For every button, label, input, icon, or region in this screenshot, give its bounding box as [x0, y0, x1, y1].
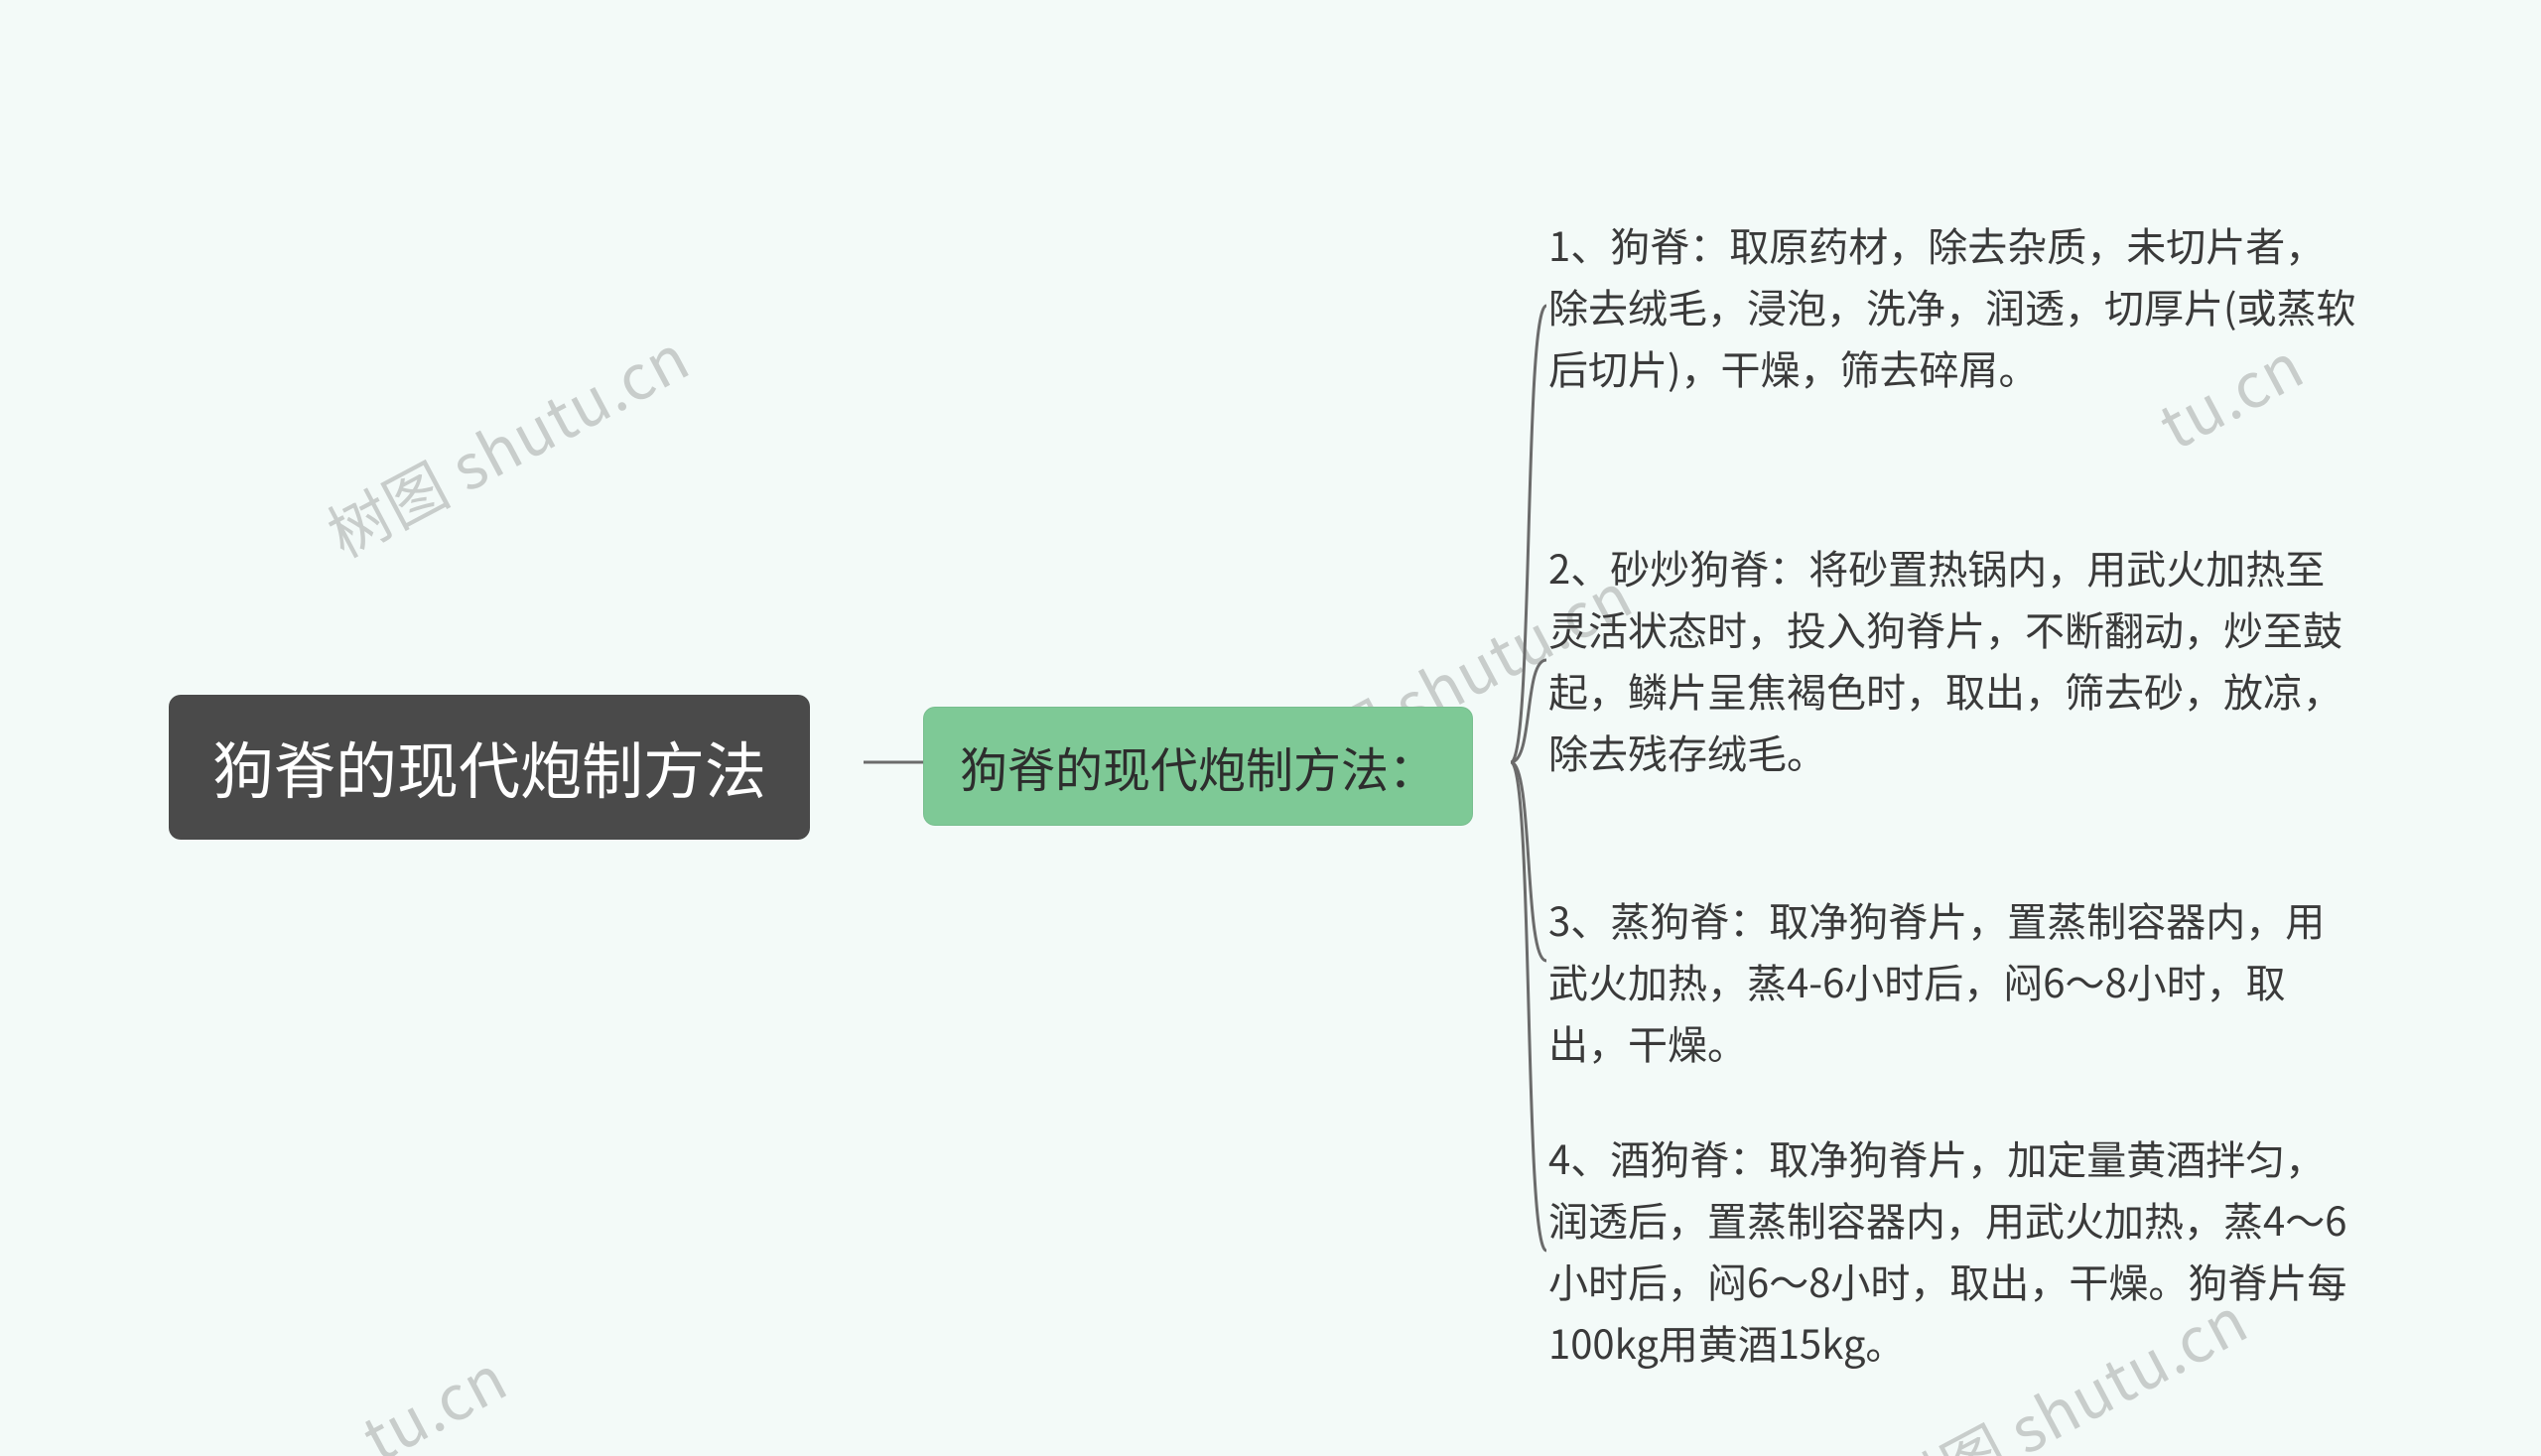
leaf-node-4[interactable]: 4、酒狗脊：取净狗脊片，加定量黄酒拌匀，润透后，置蒸制容器内，用武火加热，蒸4～… — [1548, 1126, 2362, 1373]
connector-sub-leaf2 — [1511, 660, 1546, 762]
sub-node[interactable]: 狗脊的现代炮制方法： — [923, 707, 1473, 826]
leaf-node-2[interactable]: 2、砂炒狗脊：将砂置热锅内，用武火加热至灵活状态时，投入狗脊片，不断翻动，炒至鼓… — [1548, 536, 2362, 782]
mindmap-canvas: 树图 shutu.cn 树图 shutu.cn tu.cn tu.cn 树图 s… — [0, 0, 2541, 1456]
leaf-node-1[interactable]: 1、狗脊：取原药材，除去杂质，未切片者，除去绒毛，浸泡，洗净，润透，切厚片(或蒸… — [1548, 213, 2362, 398]
watermark: tu.cn — [345, 1330, 520, 1456]
connector-sub-leaf4 — [1511, 762, 1546, 1251]
leaf-node-3[interactable]: 3、蒸狗脊：取净狗脊片，置蒸制容器内，用武火加热，蒸4-6小时后，闷6～8小时，… — [1548, 888, 2362, 1073]
root-node[interactable]: 狗脊的现代炮制方法 — [169, 695, 810, 840]
connector-sub-leaf1 — [1511, 306, 1546, 762]
watermark: 树图 shutu.cn — [310, 309, 702, 574]
connector-sub-leaf3 — [1511, 762, 1546, 961]
